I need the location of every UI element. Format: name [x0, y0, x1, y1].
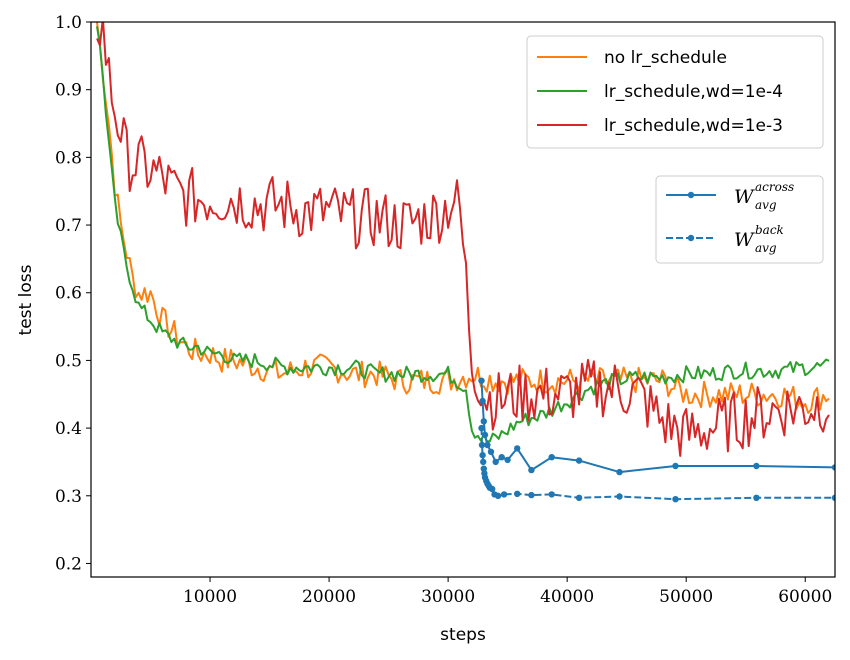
x-tick-label: 20000 [302, 587, 356, 607]
series-point-w-avg-across [753, 462, 760, 470]
series-point-w-avg-back [514, 490, 521, 497]
series-point-w-avg-across [548, 454, 555, 461]
y-axis-label: test loss [16, 264, 36, 335]
y-tick-label: 0.5 [55, 351, 82, 371]
series-point-w-avg-across [672, 462, 679, 470]
series-layer [96, 22, 835, 503]
series-point-w-avg-across [504, 456, 511, 464]
series-point-w-avg-back [489, 485, 496, 493]
series-point-w-avg-back [753, 494, 760, 501]
legend-label-base: W [734, 229, 755, 251]
legend-label-base: W [734, 186, 755, 208]
legend-marker [687, 234, 695, 242]
series-point-w-avg-back [500, 491, 508, 498]
series-line-lr-schedule-wd-1e-4 [96, 26, 830, 443]
legend-box [526, 35, 824, 149]
plot-frame [90, 21, 836, 578]
series-point-w-avg-back [575, 494, 583, 501]
series-line-lr-schedule-wd-1e-3 [96, 22, 830, 457]
legend-lr-schedules: no lr_schedule lr_schedule,wd=1e-4 lr_sche… [526, 35, 824, 149]
series-point-w-avg-back [478, 441, 486, 449]
series-point-w-avg-back [478, 424, 485, 432]
series-point-w-avg-across [480, 418, 487, 425]
series-line-w-avg-back [480, 428, 835, 501]
series-point-w-avg-across [484, 441, 491, 449]
series-point-w-avg-across [514, 445, 521, 452]
series-point-w-avg-across [498, 454, 505, 461]
series-point-w-avg-back [548, 491, 555, 498]
y-tick-label: 1.0 [55, 13, 82, 33]
y-tick-label: 0.8 [55, 148, 82, 168]
series-point-w-avg-back [528, 491, 535, 499]
legend-label: lr_schedule,wd=1e-4 [604, 82, 783, 102]
series-point-w-avg-back [494, 492, 502, 499]
x-tick-label: 50000 [659, 587, 713, 607]
x-tick-label: 10000 [183, 587, 237, 607]
x-tick-label: 60000 [778, 587, 832, 607]
ticks-layer: 10000 20000 30000 40000 50000 60000 0.2 0.3 0.4 0… [55, 13, 832, 607]
series-point-w-avg-across [492, 458, 499, 466]
x-axis-label: steps [440, 625, 486, 645]
series-point-w-avg-across [481, 431, 489, 439]
series-point-w-avg-back [479, 452, 486, 459]
y-tick-label: 0.2 [55, 554, 82, 574]
legend-label: lr_schedule,wd=1e-3 [604, 116, 783, 136]
series-point-w-avg-back [672, 496, 679, 503]
series-point-w-avg-across [616, 468, 623, 476]
series-point-w-avg-back [831, 494, 835, 501]
y-tick-label: 0.9 [55, 81, 82, 101]
series-point-w-avg-across [575, 457, 583, 464]
series-point-w-avg-across [528, 466, 535, 474]
x-tick-label: 40000 [540, 587, 594, 607]
series-point-w-avg-back [480, 458, 487, 466]
y-tick-label: 0.6 [55, 284, 82, 304]
series-point-w-avg-back [616, 493, 623, 500]
series-point-w-avg-across [831, 464, 835, 471]
legend-label-sub: avg [755, 198, 777, 212]
legend-marker [687, 191, 695, 199]
y-tick-label: 0.3 [55, 487, 82, 507]
legend-label: no lr_schedule [604, 48, 727, 68]
y-tick-label: 0.7 [55, 216, 82, 236]
y-tick-label: 0.4 [55, 419, 82, 439]
series-point-w-avg-across [487, 448, 495, 455]
legend-label-sup: back [755, 223, 784, 237]
plot-area [96, 22, 835, 503]
series-line-no-lr-schedule [96, 22, 830, 414]
series-point-w-avg-back [480, 465, 487, 472]
x-tick-label: 30000 [421, 587, 475, 607]
series-point-w-avg-across [478, 377, 485, 384]
legend-label-sup: across [755, 180, 794, 194]
legend-label-sub: avg [755, 241, 777, 255]
series-point-w-avg-across [479, 397, 486, 405]
legend-box [655, 175, 824, 264]
